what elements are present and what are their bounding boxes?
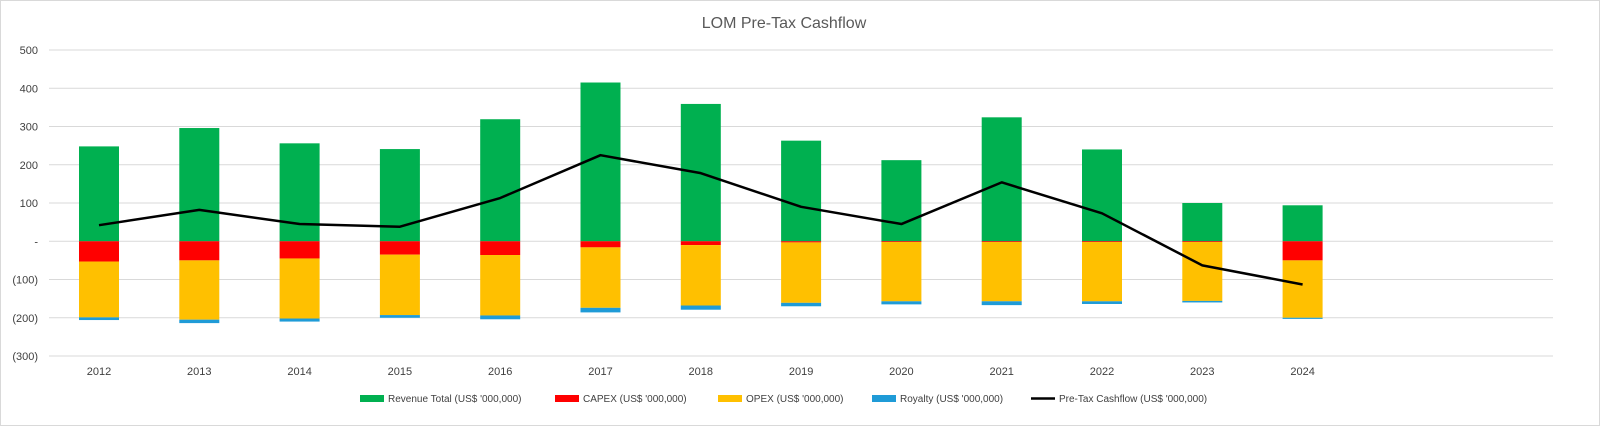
y-tick-label: - bbox=[34, 236, 38, 248]
y-tick-label: (200) bbox=[12, 313, 38, 325]
bar bbox=[1282, 317, 1323, 319]
bar bbox=[379, 254, 420, 316]
bar bbox=[881, 242, 922, 302]
legend-label: CAPEX (US$ '000,000) bbox=[583, 394, 687, 405]
bar bbox=[781, 140, 822, 242]
legend: Revenue Total (US$ '000,000) CAPEX (US$ '… bbox=[360, 394, 1207, 405]
x-tick-label: 2014 bbox=[287, 366, 311, 378]
bar bbox=[379, 315, 420, 318]
bar bbox=[981, 241, 1022, 243]
bar bbox=[179, 241, 220, 261]
x-tick-label: 2022 bbox=[1090, 366, 1114, 378]
bar bbox=[881, 301, 922, 305]
bar bbox=[179, 319, 220, 324]
x-tick-label: 2024 bbox=[1290, 366, 1314, 378]
legend-swatch bbox=[872, 395, 896, 402]
bar bbox=[279, 241, 320, 259]
bar bbox=[580, 307, 621, 313]
line-layer bbox=[98, 153, 1303, 286]
bar bbox=[480, 241, 521, 256]
bar bbox=[1082, 242, 1122, 302]
y-tick-label: 300 bbox=[20, 122, 38, 134]
bar bbox=[1182, 241, 1223, 243]
legend-label: Royalty (US$ '000,000) bbox=[900, 394, 1003, 405]
bar bbox=[881, 241, 922, 243]
bar bbox=[1182, 300, 1223, 303]
x-tick-label: 2016 bbox=[488, 366, 512, 378]
chart-title: LOM Pre-Tax Cashflow bbox=[702, 15, 867, 32]
legend-label: Revenue Total (US$ '000,000) bbox=[388, 394, 521, 405]
legend-swatch bbox=[555, 395, 579, 402]
x-tick-label: 2019 bbox=[789, 366, 813, 378]
series-line bbox=[98, 153, 1303, 286]
bar bbox=[680, 241, 721, 246]
legend-label: Pre-Tax Cashflow (US$ '000,000) bbox=[1059, 394, 1207, 405]
bar bbox=[79, 146, 119, 242]
bar bbox=[680, 245, 721, 306]
bar-layer bbox=[79, 82, 1323, 324]
x-tick-label: 2018 bbox=[689, 366, 713, 378]
bar bbox=[580, 241, 621, 248]
bar bbox=[881, 160, 922, 242]
bar bbox=[1082, 149, 1122, 242]
x-tick-label: 2020 bbox=[889, 366, 913, 378]
bar bbox=[1282, 241, 1323, 261]
x-tick-label: 2021 bbox=[989, 366, 1013, 378]
legend-swatch bbox=[718, 395, 742, 402]
bar bbox=[480, 255, 521, 316]
y-tick-label: 400 bbox=[20, 83, 38, 95]
bar bbox=[1182, 242, 1223, 301]
x-tick-label: 2013 bbox=[187, 366, 211, 378]
y-tick-label: (100) bbox=[12, 275, 38, 287]
bar bbox=[981, 117, 1022, 242]
x-tick-label: 2015 bbox=[388, 366, 412, 378]
bar bbox=[480, 315, 521, 320]
legend-label: OPEX (US$ '000,000) bbox=[746, 394, 844, 405]
bar bbox=[1182, 203, 1223, 242]
bar bbox=[379, 241, 420, 255]
y-tick-label: 500 bbox=[20, 45, 38, 57]
bar bbox=[1282, 260, 1323, 318]
x-tick-label: 2017 bbox=[588, 366, 612, 378]
bar bbox=[480, 119, 521, 242]
y-axis-ticks: 500 400 300 200 100 - (100) (200) (300) bbox=[12, 45, 38, 363]
y-tick-label: 100 bbox=[20, 198, 38, 210]
y-tick-label: (300) bbox=[12, 351, 38, 363]
bar bbox=[179, 260, 220, 320]
bar bbox=[279, 258, 320, 319]
y-tick-label: 200 bbox=[20, 160, 38, 172]
bar bbox=[1082, 241, 1122, 243]
bar bbox=[179, 128, 220, 242]
bar bbox=[79, 317, 119, 321]
bar bbox=[981, 242, 1022, 302]
bar bbox=[680, 305, 721, 310]
x-axis-ticks: 2012 2013 2014 2015 2016 2017 2018 2019 2020 2021… bbox=[87, 366, 1315, 378]
bar bbox=[981, 301, 1022, 306]
bar bbox=[781, 302, 822, 307]
bar bbox=[279, 318, 320, 322]
bar bbox=[79, 241, 119, 262]
bar bbox=[1282, 205, 1323, 242]
bar bbox=[781, 241, 822, 243]
x-tick-label: 2023 bbox=[1190, 366, 1214, 378]
bar bbox=[580, 247, 621, 308]
x-tick-label: 2012 bbox=[87, 366, 111, 378]
bar bbox=[1082, 301, 1122, 304]
bar bbox=[79, 261, 119, 318]
bar bbox=[279, 143, 320, 242]
bar bbox=[781, 242, 822, 303]
legend-swatch bbox=[360, 395, 384, 402]
